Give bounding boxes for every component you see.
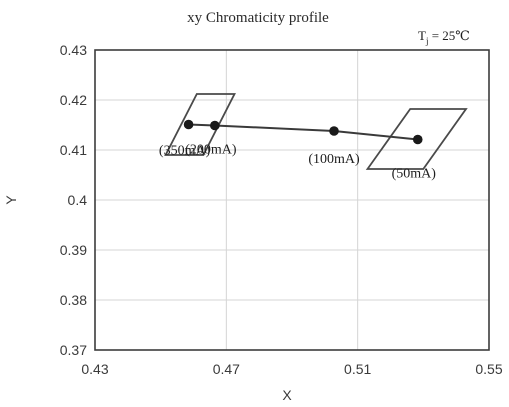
x-tick-label: 0.47 (213, 361, 240, 377)
data-point (329, 126, 339, 136)
y-tick-label: 0.4 (68, 192, 88, 208)
chart-title: xy Chromaticity profile (187, 10, 329, 26)
x-axis-label: X (282, 387, 292, 403)
data-point-label: (350mA) (159, 144, 211, 159)
data-point (210, 120, 220, 131)
y-tick-label: 0.41 (60, 142, 87, 158)
tolerance-regions (164, 93, 468, 170)
condition-sub: j (425, 36, 429, 46)
tick-labels: 0.37 0.38 0.39 0.4 0.41 0.42 0.43 0.43 0.47 0.51 0… (60, 42, 503, 377)
data-point-label: (100mA) (308, 152, 360, 167)
data-point (183, 119, 194, 130)
condition-value: = 25℃ (428, 28, 469, 43)
y-tick-label: 0.38 (60, 292, 87, 308)
y-axis-label: Y (3, 195, 19, 205)
plot-frame (94, 49, 490, 351)
point-labels: (350mA)(200mA) (100mA) (50mA) (159, 143, 436, 182)
x-tick-label: 0.55 (475, 361, 502, 377)
y-tick-label: 0.43 (60, 42, 87, 58)
data-point-label: (50mA) (392, 167, 437, 182)
data-point-label: (200mA) (185, 143, 237, 158)
data-series (183, 119, 423, 145)
y-tick-label: 0.42 (60, 92, 87, 108)
tolerance-quadrangle (365, 108, 468, 170)
y-tick-label: 0.37 (60, 342, 87, 358)
tolerance-quadrangle (164, 93, 236, 156)
x-tick-label: 0.43 (81, 361, 108, 377)
data-point (412, 134, 423, 145)
condition-label: Tj = 25℃ (418, 28, 470, 46)
series-line (188, 123, 418, 141)
condition-main: T (418, 28, 426, 43)
x-tick-label: 0.51 (344, 361, 371, 377)
y-tick-label: 0.39 (60, 242, 87, 258)
